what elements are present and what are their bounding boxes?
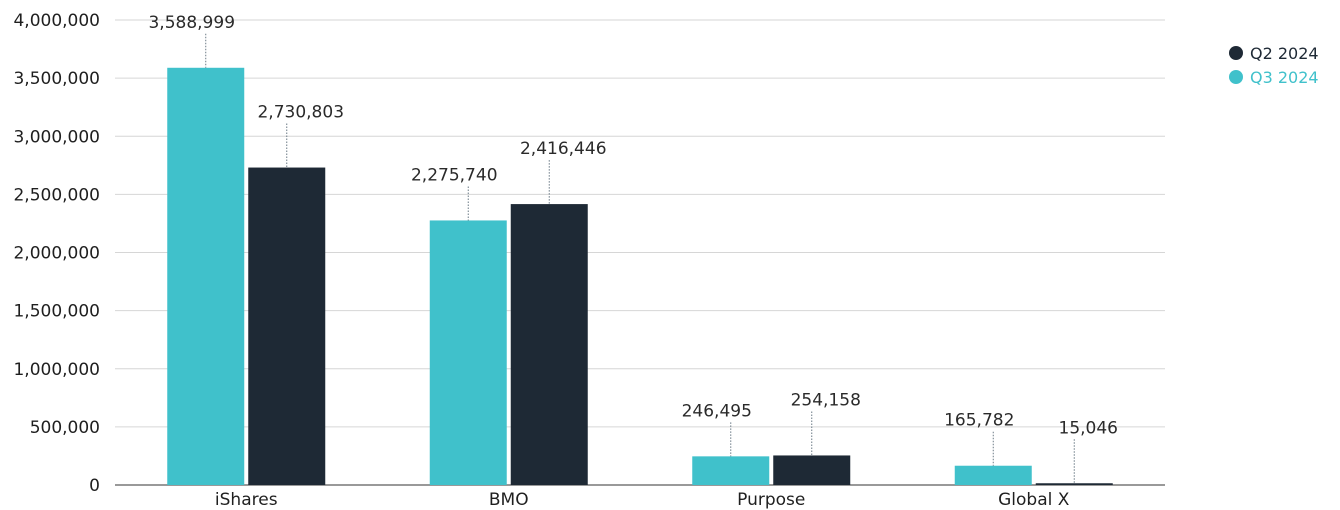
y-tick-label: 2,000,000 xyxy=(13,244,100,264)
bar-q2-2024 xyxy=(510,204,588,486)
data-label: 2,275,740 xyxy=(411,165,498,185)
data-label: 2,416,446 xyxy=(520,139,607,159)
x-category-label: Global X xyxy=(998,490,1070,510)
y-tick-label: 2,500,000 xyxy=(13,185,100,205)
data-label: 165,782 xyxy=(944,411,1014,431)
legend-item-q2-2024[interactable]: Q2 2024 xyxy=(1229,41,1319,65)
legend: Q2 2024 Q3 2024 xyxy=(1229,41,1319,89)
bar-q3-2024 xyxy=(954,465,1032,485)
bar-q2-2024 xyxy=(248,167,326,486)
data-label: 3,588,999 xyxy=(148,13,235,33)
data-label: 246,495 xyxy=(682,401,752,421)
legend-marker-q2-2024 xyxy=(1229,46,1243,60)
legend-item-q3-2024[interactable]: Q3 2024 xyxy=(1229,65,1319,89)
y-tick-label: 3,000,000 xyxy=(13,127,100,147)
data-label: 254,158 xyxy=(791,390,861,410)
x-category-label: iShares xyxy=(215,490,278,510)
bar-q2-2024 xyxy=(773,455,851,485)
y-tick-label: 0 xyxy=(89,476,100,496)
legend-label-q2-2024: Q2 2024 xyxy=(1250,43,1319,63)
y-tick-label: 3,500,000 xyxy=(13,69,100,89)
bar-q2-2024 xyxy=(1035,483,1113,485)
x-category-label: Purpose xyxy=(737,490,805,510)
y-tick-label: 1,000,000 xyxy=(13,360,100,380)
bar-q3-2024 xyxy=(167,67,245,485)
bar-chart: 0 500,000 1,000,000 1,500,000 2,000,000 2,500… xyxy=(13,11,1165,510)
data-label: 15,046 xyxy=(1059,418,1118,438)
legend-label-q3-2024: Q3 2024 xyxy=(1250,67,1319,87)
y-tick-label: 1,500,000 xyxy=(13,302,100,322)
x-category-label: BMO xyxy=(489,490,529,510)
legend-marker-q3-2024 xyxy=(1229,70,1243,84)
bar-q3-2024 xyxy=(429,220,507,485)
y-tick-label: 500,000 xyxy=(30,418,100,438)
y-tick-label: 4,000,000 xyxy=(13,11,100,31)
data-label: 2,730,803 xyxy=(257,103,344,123)
bar-q3-2024 xyxy=(692,456,770,485)
